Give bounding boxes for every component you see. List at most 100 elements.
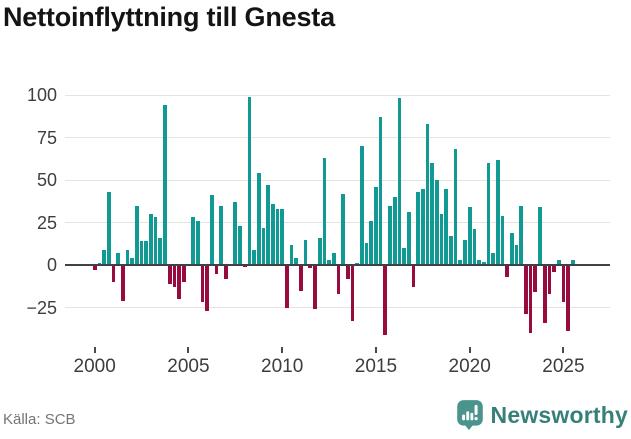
gridline — [65, 179, 610, 181]
bar-positive — [238, 225, 242, 265]
bar-positive — [153, 217, 158, 265]
bar-positive — [303, 239, 308, 265]
gridline — [65, 137, 610, 138]
bar-positive — [449, 236, 453, 265]
bar-negative — [336, 265, 341, 294]
page-title: Nettoinflyttning till Gnesta — [3, 2, 335, 32]
bar-positive — [247, 96, 252, 265]
bar-positive — [491, 253, 495, 265]
y-axis-label: −25 — [26, 297, 57, 318]
bar-positive — [430, 163, 435, 265]
bar-positive — [481, 261, 486, 265]
bar-negative — [120, 265, 125, 301]
bar-positive — [392, 197, 397, 265]
bar-positive — [538, 207, 542, 265]
bar-positive — [149, 214, 153, 265]
bar-positive — [510, 232, 514, 265]
bar-negative — [111, 265, 116, 282]
y-axis-label: 0 — [46, 255, 57, 275]
bar-positive — [463, 239, 467, 265]
x-axis-tick — [374, 347, 377, 353]
bar-positive — [439, 214, 444, 265]
bar-positive — [317, 237, 322, 265]
bar-positive — [233, 202, 238, 265]
bar-negative — [383, 265, 388, 335]
bar-negative — [214, 265, 219, 274]
bar-positive — [275, 208, 280, 265]
bar-positive — [388, 205, 392, 265]
bar-positive — [158, 237, 163, 265]
bar-positive — [294, 258, 299, 265]
bar-negative — [566, 265, 570, 332]
bar-positive — [556, 259, 561, 265]
bar-negative — [524, 265, 528, 315]
bar-positive — [280, 208, 285, 265]
bar-positive — [435, 180, 439, 265]
bar-positive — [467, 207, 472, 265]
x-axis-tick — [187, 347, 190, 353]
bar-negative — [285, 265, 289, 308]
bar-positive — [360, 146, 364, 265]
bar-positive — [514, 244, 519, 265]
bar-positive — [477, 259, 481, 265]
bar-positive — [458, 259, 463, 265]
bar-positive — [210, 195, 214, 265]
bar-negative — [172, 265, 177, 288]
bar-negative — [205, 265, 210, 311]
bar-positive — [125, 249, 130, 265]
bar-positive — [331, 253, 336, 265]
gridline — [65, 222, 610, 223]
bar-positive — [495, 159, 500, 265]
bar-negative — [561, 265, 566, 303]
bar-positive — [425, 123, 430, 265]
x-axis-tick — [281, 347, 284, 353]
y-axis-label: 75 — [36, 127, 57, 148]
bar-negative — [350, 265, 355, 322]
bar-positive — [270, 203, 275, 265]
bar-negative — [345, 265, 350, 279]
bar-positive — [256, 173, 261, 265]
source-note: Källa: SCB — [3, 411, 76, 428]
zero-axis-line — [65, 264, 610, 266]
bar-positive — [191, 217, 195, 265]
newsworthy-logo: Newsworthy — [456, 399, 628, 431]
y-axis-label: 50 — [36, 170, 57, 190]
x-axis-label: 2020 — [448, 356, 491, 377]
bar-negative — [299, 265, 303, 291]
bar-positive — [420, 188, 425, 265]
bar-positive — [341, 193, 345, 265]
bar-positive — [369, 220, 374, 265]
bar-negative — [542, 265, 547, 323]
bar-positive — [472, 229, 477, 265]
bar-positive — [406, 212, 411, 265]
bar-positive — [266, 185, 270, 265]
bar-positive — [116, 253, 120, 265]
bar-positive — [139, 241, 144, 265]
bar-positive — [327, 259, 331, 265]
bar-negative — [181, 265, 186, 282]
bar-positive — [364, 242, 369, 265]
x-axis-label: 2025 — [542, 356, 585, 377]
bar-positive — [135, 205, 139, 265]
bar-positive — [570, 259, 575, 265]
x-axis-tick — [93, 347, 96, 353]
bar-negative — [411, 265, 416, 288]
x-axis-label: 2000 — [73, 356, 116, 377]
x-axis-tick — [562, 347, 565, 353]
bar-positive — [261, 227, 266, 265]
bar-positive — [416, 191, 420, 265]
bar-positive — [163, 105, 167, 265]
bar-positive — [144, 241, 149, 265]
bar-positive — [195, 220, 200, 265]
gridline — [65, 307, 610, 308]
bar-positive — [102, 249, 106, 265]
bar-positive — [378, 117, 383, 265]
x-axis-label: 2015 — [354, 356, 398, 377]
bar-negative — [552, 265, 556, 272]
bar-positive — [397, 98, 402, 265]
bar-negative — [92, 265, 97, 271]
bar-negative — [528, 265, 533, 333]
bar-positive — [252, 249, 256, 265]
